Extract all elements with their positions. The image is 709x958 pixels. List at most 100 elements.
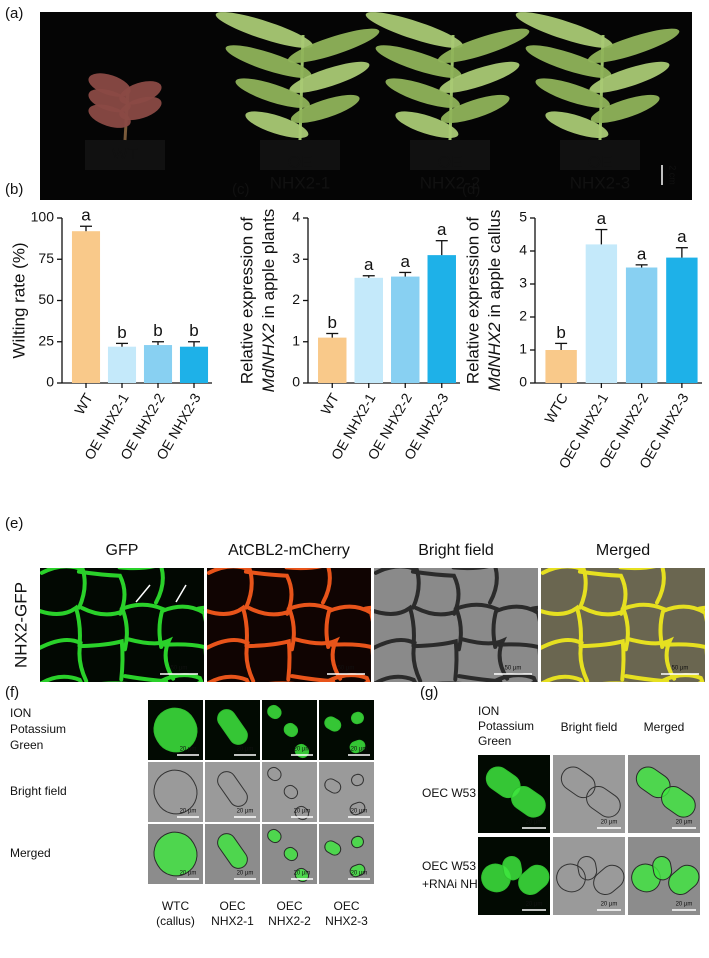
y-tick-label: 75 [38, 250, 54, 266]
label: OEC W53 [422, 786, 476, 800]
leaf [375, 45, 462, 78]
cell [349, 863, 366, 878]
y-axis-label: Relative expression of [237, 217, 256, 385]
cell-wall [284, 568, 332, 605]
bar [107, 346, 137, 383]
cell [351, 711, 364, 725]
cell-wall [123, 674, 169, 682]
y-tick-label: 0 [292, 374, 300, 390]
cell-wall [207, 674, 250, 682]
cell-wall [374, 637, 423, 682]
leaf [215, 12, 313, 48]
scale-label: 20 µm [294, 747, 311, 753]
cell-wall [374, 568, 421, 610]
micrograph-content [217, 833, 248, 869]
scale-label: 20 µm [351, 747, 368, 753]
bar [354, 277, 383, 383]
cell [349, 739, 366, 754]
cell-wall [329, 642, 371, 656]
column-header: AtCBL2-mCherry [228, 542, 350, 559]
cell [502, 856, 523, 881]
micrograph-content [635, 766, 696, 818]
significance-letter: a [364, 255, 374, 274]
leaf [245, 111, 309, 139]
cell-wall [207, 568, 254, 610]
label: Bright field [10, 784, 67, 798]
cell-wall [245, 638, 292, 682]
label: OEC [219, 899, 245, 913]
significance-letter: b [117, 323, 126, 342]
x-tick-label: WT [71, 390, 96, 417]
label: (c) [232, 181, 250, 198]
scale-label: 50 µm [672, 666, 689, 672]
y-tick-label: 25 [38, 332, 54, 348]
label: WTC [162, 899, 190, 913]
scale-label: 50 µm [338, 666, 355, 672]
bar [585, 244, 618, 383]
y-tick-label: 2 [519, 308, 527, 324]
bar [143, 345, 173, 383]
cell-wall [541, 568, 588, 610]
scale-label: 20 µm [237, 747, 254, 753]
leaf [590, 94, 660, 123]
y-tick-label: 4 [292, 209, 300, 225]
label: Merged [644, 720, 685, 734]
scale-label: 20 µm [237, 809, 254, 815]
cell-wall [618, 568, 666, 605]
scale-label: 20 µm [180, 747, 197, 753]
cell-wall [663, 642, 705, 656]
cell-wall [496, 642, 538, 656]
cell [153, 831, 198, 877]
label: NHX2-1 [211, 914, 254, 928]
column-header: Merged [596, 542, 650, 559]
scale-label: 20 µm [294, 871, 311, 877]
leaf [385, 78, 460, 108]
cell [351, 773, 364, 787]
x-tick-label: WT [317, 390, 342, 417]
cell [351, 835, 364, 849]
scale-label: 20 µm [237, 871, 254, 877]
cell [593, 864, 625, 895]
cell [324, 716, 342, 732]
label: (b) [5, 181, 23, 198]
label: OE [438, 152, 463, 171]
scale-label: 20 µm [601, 820, 618, 826]
pot [85, 140, 165, 170]
cell-wall [451, 568, 499, 605]
significance-letter: a [677, 227, 687, 246]
leaf [439, 61, 520, 93]
leaf [545, 111, 609, 139]
leaf [515, 12, 613, 48]
leaf [365, 12, 463, 48]
micrograph-content [217, 709, 248, 745]
micrograph-content [324, 835, 366, 878]
micrograph [319, 700, 374, 760]
micrograph [148, 762, 203, 822]
label: 2 cm [668, 165, 678, 185]
label: NHX2-3 [325, 914, 368, 928]
label: Potassium [10, 722, 66, 736]
y-axis-label-rest: in apple callus [485, 210, 504, 318]
micrograph-content [631, 856, 700, 895]
y-axis-label: Relative expression of [463, 217, 482, 385]
pot [260, 140, 340, 170]
bar [71, 231, 101, 383]
leaf [535, 78, 610, 108]
label: WT [112, 144, 138, 163]
micrograph-content [207, 568, 371, 682]
cell [217, 709, 248, 745]
leaf [287, 28, 380, 63]
micrograph-content [541, 568, 705, 682]
micrograph-content [560, 766, 621, 818]
scale-label: 50 µm [171, 666, 188, 672]
cell-wall [541, 637, 590, 682]
cell-wall [541, 604, 583, 648]
significance-letter: a [401, 252, 411, 271]
significance-letter: b [153, 321, 162, 340]
label: NHX2-2 [420, 173, 480, 192]
cell-wall [292, 636, 343, 681]
label: +RNAi NHX2 [422, 877, 493, 891]
label: (e) [5, 515, 23, 532]
y-axis-label-rest: in apple plants [259, 209, 278, 319]
cell [586, 785, 621, 818]
